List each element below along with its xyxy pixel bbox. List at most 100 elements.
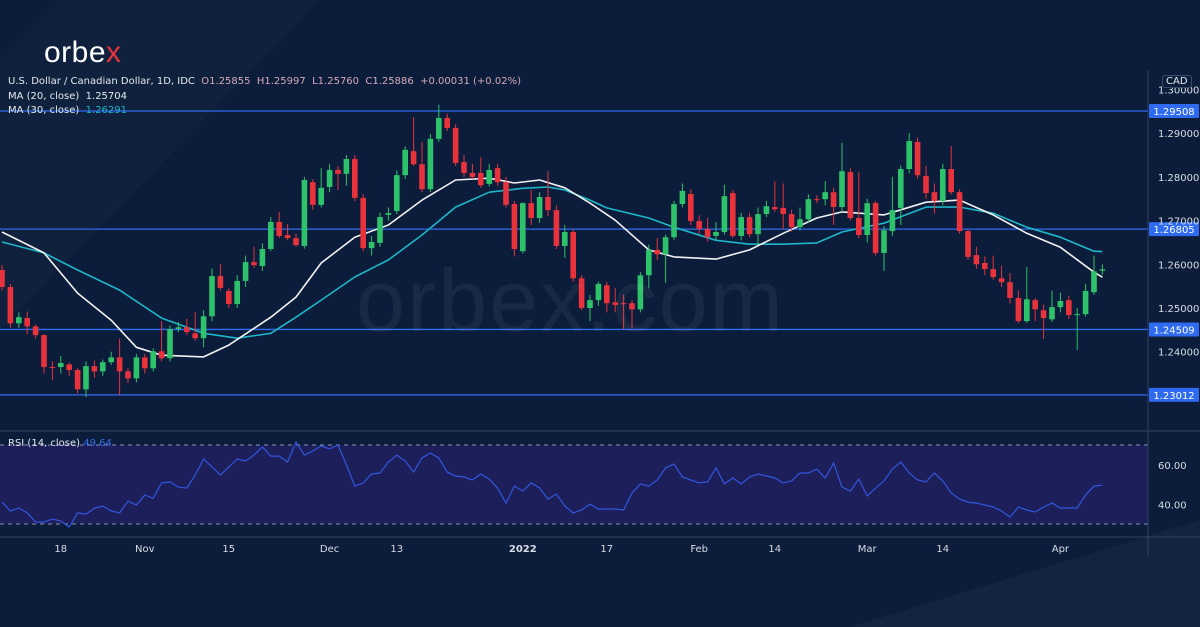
candle-body [797, 219, 803, 228]
candle-body [1074, 314, 1080, 316]
candle [914, 137, 921, 180]
candle [587, 294, 593, 322]
candle [394, 170, 400, 215]
candle [133, 353, 140, 383]
candles [0, 104, 1106, 398]
candle-body [923, 176, 929, 194]
candle [646, 244, 652, 289]
candle-body [436, 117, 442, 139]
candle [654, 238, 660, 260]
candle [856, 172, 862, 239]
candle-body [553, 210, 560, 246]
candle-body [562, 231, 568, 246]
candle [688, 189, 694, 225]
candle-body [839, 171, 845, 208]
candle [1074, 307, 1080, 350]
watermark: orbex.com [356, 251, 785, 350]
level-price-badge [1149, 387, 1199, 402]
ma20-legend[interactable]: MA (20, close) 1.25704 [8, 90, 128, 102]
horizontal-levels: 1.29508 1.26805 1.24509 1.23012 [0, 104, 1199, 402]
candle [108, 351, 114, 365]
candle-body [1040, 310, 1047, 319]
level-price-badge [1149, 322, 1199, 337]
candle-body [142, 357, 148, 369]
candle-body [234, 280, 240, 305]
candle-body [318, 187, 324, 205]
symbol-ohlc-row: U.S. Dollar / Canadian Dollar, 1D, IDC O… [8, 75, 521, 90]
candle-body [511, 203, 518, 250]
candle-body [343, 158, 350, 174]
candle-body [898, 169, 904, 208]
candle-body [763, 206, 770, 215]
candle-body [1066, 300, 1072, 315]
candle-body [7, 287, 14, 324]
candle [704, 217, 711, 242]
candle [830, 187, 837, 225]
price-tick-label: 1.28000 [1158, 173, 1199, 184]
price-tick-label: 1.26000 [1158, 260, 1199, 271]
candle [478, 157, 484, 188]
candle-body [864, 203, 870, 236]
price-tick-label: 1.24000 [1158, 348, 1199, 359]
candle-body [125, 371, 131, 379]
currency-badge: CAD [1162, 75, 1192, 88]
candle-body [814, 199, 820, 201]
candle-body [486, 169, 492, 184]
candle [1066, 295, 1072, 319]
candle [696, 215, 702, 234]
candle-body [696, 221, 702, 229]
candle-body [931, 192, 938, 201]
candle-body [284, 235, 291, 239]
candle-body [259, 249, 266, 267]
price-tick-label: 1.30000 [1158, 85, 1199, 96]
candle [49, 361, 56, 381]
candle-body [209, 276, 215, 317]
candle [377, 212, 383, 247]
candle [318, 168, 324, 208]
candle [461, 155, 467, 177]
time-tick-label: Dec [320, 544, 339, 555]
candle [788, 209, 795, 232]
candle-body [503, 182, 509, 205]
candle [184, 318, 190, 336]
candle [116, 338, 123, 395]
time-tick-label: 13 [390, 544, 403, 555]
ma30-legend[interactable]: MA (30, close) 1.26291 [8, 105, 128, 116]
candle [956, 189, 963, 234]
candle-body [1099, 269, 1106, 271]
candle [1007, 273, 1013, 304]
candle-body [150, 351, 156, 369]
candle-body [301, 179, 308, 246]
candle-body [721, 196, 728, 232]
candle-body [906, 141, 912, 170]
candle [217, 264, 224, 291]
candle [520, 202, 526, 254]
candle-body [545, 197, 551, 211]
candle [343, 155, 350, 186]
candle-body [1024, 299, 1030, 322]
candle [494, 163, 501, 186]
price-tick-label: 1.25000 [1158, 304, 1199, 315]
candle-body [679, 190, 686, 204]
candle-body [629, 303, 635, 310]
time-tick-label: Apr [1052, 544, 1070, 555]
candle-body [1015, 297, 1022, 322]
candle-body [360, 197, 366, 249]
high-value: H1.25997 [256, 76, 306, 87]
candle-body [1049, 307, 1055, 320]
candle-body [444, 117, 450, 128]
candle-body [91, 366, 98, 372]
candle-body [956, 192, 963, 232]
candle-body [872, 203, 879, 253]
candle [1015, 290, 1022, 324]
candle [553, 205, 560, 250]
rsi-legend[interactable]: RSI (14, close) 49.64 [8, 438, 112, 449]
candle-body [242, 262, 249, 281]
candle [578, 275, 585, 311]
time-tick-label: 2022 [509, 544, 537, 555]
rsi-polyline [1, 440, 1103, 528]
rsi-tick-label: 60.00 [1158, 461, 1187, 472]
rsi-line [1, 440, 1103, 528]
candle [772, 181, 778, 212]
